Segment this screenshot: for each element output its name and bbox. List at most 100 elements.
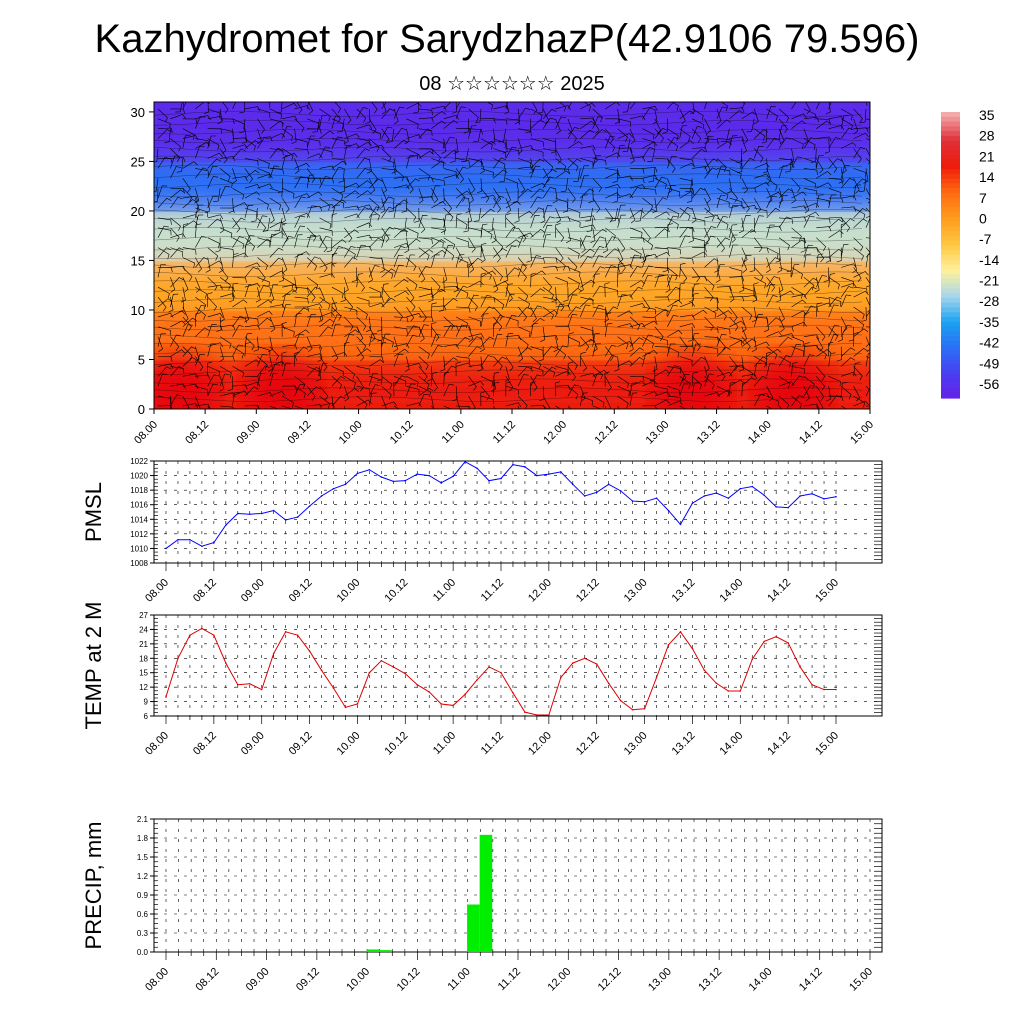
wind-barb [778,356,791,368]
wind-barb [667,346,680,358]
series-point [464,693,466,696]
series-point [440,703,442,705]
wind-barb [195,168,209,176]
wind-barb [319,217,332,229]
plot-frame [153,818,883,953]
wind-barb [543,296,557,305]
wind-barb [306,174,315,189]
wind-barb [729,188,738,203]
y-tick-label: 2.1 [137,815,149,824]
wind-barb [654,251,671,258]
wind-barb [518,166,534,172]
wind-barb [853,118,859,135]
wind-barb [431,178,445,186]
wind-barb [356,336,367,351]
wind-barb [490,376,496,392]
wind-barb [824,138,830,154]
wind-barb [828,178,843,185]
x-tick-label: 12.12 [574,577,602,605]
x-tick-label: 12.12 [596,966,624,994]
wind-barb [753,237,763,253]
wind-barb [413,102,419,114]
wind-barb [157,227,172,236]
wind-barb [741,138,747,154]
x-tick-label: 10.00 [335,730,363,758]
wind-barb [791,366,806,374]
wind-barb [629,280,646,288]
colorbar-label: 21 [979,148,995,164]
wind-barb [679,125,688,139]
y-tick-label: 21 [139,640,148,649]
wind-barb [791,178,801,193]
wind-barb [667,304,678,318]
wind-barb [331,213,337,228]
wind-barb [266,102,271,108]
wind-barb [530,305,543,318]
wind-barb [505,118,520,125]
wind-barb [502,138,508,154]
warm-spot [653,352,729,409]
wind-barb [592,366,604,380]
wind-barb [542,395,550,409]
wind-barb [393,204,402,218]
colorbar-segment [941,131,960,137]
wind-barb [840,382,848,397]
wind-barb [281,222,287,238]
wind-barb [766,317,781,328]
wind-barb [704,128,710,145]
wind-barb [319,287,325,303]
wind-barb [791,227,802,241]
wind-barb [704,188,711,204]
wind-barb [766,295,778,308]
wind-barb [530,108,543,120]
series-point [739,487,742,490]
wind-barb [443,325,456,337]
wind-barb [592,336,598,353]
wind-barb [340,287,346,303]
wind-barb [816,395,824,409]
wind-barb [306,153,323,159]
wind-barb [617,247,624,263]
wind-barb [604,395,611,409]
wind-barb [281,207,286,224]
wind-barb [493,315,505,327]
wind-barb [219,178,233,189]
wind-barb [617,294,633,300]
wind-barb [331,138,346,147]
x-tick-label: 12.12 [574,730,602,758]
wind-barb [356,316,367,331]
y-tick-label: 1014 [130,515,148,524]
colorbar-segment [941,264,960,270]
x-tick-label: 08.12 [193,966,221,994]
wind-barb [580,336,590,351]
wind-barb [406,254,416,268]
wind-barb [468,128,483,135]
wind-barb [393,227,407,237]
wind-barb [580,237,586,254]
colorbar-segment [941,178,960,185]
wind-barb [865,217,870,228]
wind-barb [232,384,248,390]
wind-barb [622,138,631,153]
wind-barb [542,117,556,129]
wind-barb [704,167,718,179]
wind-barb [157,356,173,362]
wind-barb [766,257,780,268]
colorbar-label: 0 [979,210,987,226]
wind-barb [406,207,417,222]
wind-barb [679,235,691,248]
wind-barb [505,217,516,232]
wind-barb [778,118,788,134]
wind-barb [443,207,454,222]
wind-barb [704,235,716,248]
wind-barb [652,108,658,125]
wind-barb [803,334,820,340]
wind-barb [294,105,310,111]
series-point [344,483,347,486]
colorbar-segment [941,312,960,318]
wind-barb [679,373,690,387]
wind-barb [642,208,657,219]
wind-barb [604,138,616,153]
wind-barb [671,102,679,111]
wind-barb [418,293,435,299]
